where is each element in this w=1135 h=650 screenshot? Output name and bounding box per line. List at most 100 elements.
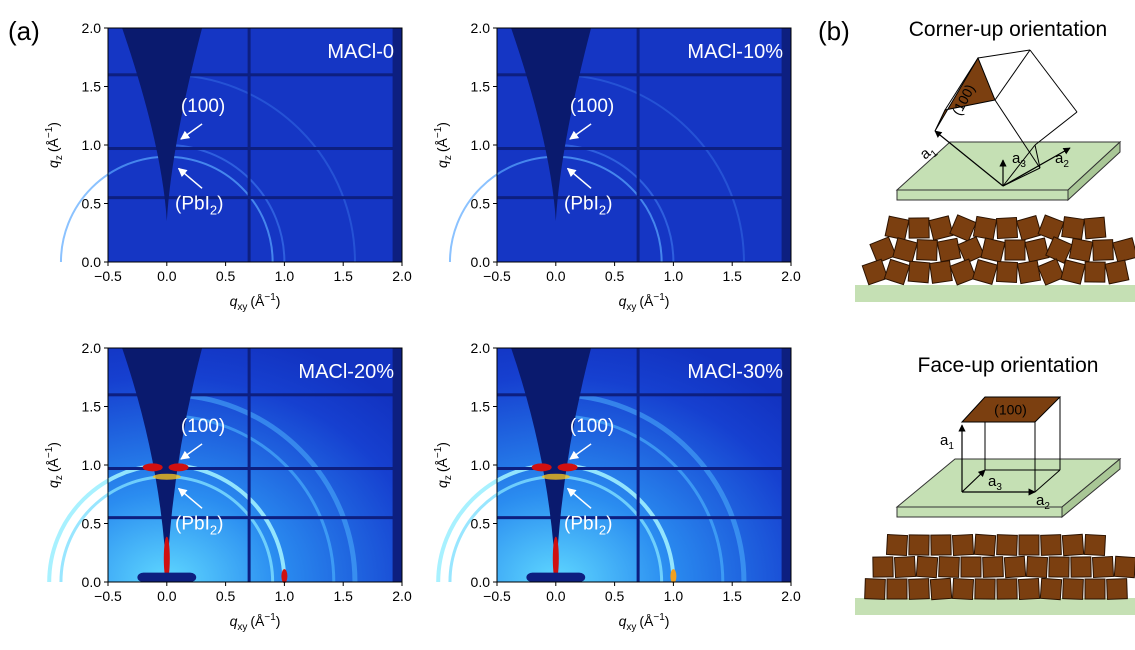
cube-edge <box>1034 144 1041 169</box>
label-text: (PbI <box>564 193 599 214</box>
peak-label: (PbI2) <box>564 513 612 537</box>
detector-gap <box>497 73 791 77</box>
y-axis-label: qz (Å−1) <box>433 442 454 488</box>
beamstop-shadow <box>511 28 592 222</box>
peak-label: (PbI2) <box>175 193 223 217</box>
x-tick-label: 1.0 <box>664 588 684 604</box>
axis-exponent: −1 <box>433 446 444 458</box>
scattering-ring <box>448 475 556 583</box>
axis-subscript: xy <box>237 302 247 313</box>
detector-gap <box>636 28 640 262</box>
axis-unit-close: ) <box>276 613 281 629</box>
x-tick-label: 1.5 <box>333 268 353 284</box>
axis-symbol: q <box>619 293 627 309</box>
axis-unit: (Å <box>250 293 265 309</box>
grain <box>929 260 953 284</box>
axis-exponent: −1 <box>653 292 665 303</box>
detector-gap <box>108 147 402 151</box>
axis-subscript: xy <box>626 302 636 313</box>
lattice-vector <box>1002 147 1071 187</box>
bragg-spot <box>142 463 163 472</box>
axis-unit: (Å <box>434 457 450 472</box>
axis-subscript: z <box>443 475 454 480</box>
facet-label: (100) <box>994 402 1027 418</box>
vector-label: a2 <box>1055 150 1069 170</box>
grain <box>996 534 1018 556</box>
y-tick-label: 0.0 <box>471 574 491 590</box>
axis-subscript: z <box>443 155 454 160</box>
grain <box>885 533 909 557</box>
detector-gap <box>108 467 402 471</box>
x-tick-label: −0.5 <box>483 268 511 284</box>
vector-subscript: 2 <box>1044 501 1050 512</box>
x-tick-label: 2.0 <box>392 268 412 284</box>
grain <box>872 556 894 578</box>
x-tick-label: 2.0 <box>392 588 412 604</box>
specular-rod <box>163 536 170 581</box>
arrow <box>566 167 592 189</box>
cube-edge <box>994 49 1031 101</box>
label-close: ) <box>606 193 612 214</box>
beamstop-shadow <box>122 348 203 582</box>
axis-unit-close: ) <box>434 442 450 447</box>
axis-subscript: xy <box>237 622 247 633</box>
label-close: ) <box>606 513 612 534</box>
grain <box>1112 237 1135 263</box>
vector-base: a <box>1012 150 1021 167</box>
y-tick-label: 1.5 <box>471 399 491 415</box>
axis-unit: (Å <box>45 137 61 152</box>
grain <box>928 215 954 241</box>
y-axis-label: qz (Å−1) <box>44 122 65 168</box>
y-tick-label: 2.0 <box>471 340 491 356</box>
peak-label: (PbI2) <box>175 513 223 537</box>
grain <box>907 260 931 284</box>
horizon-shadow <box>137 572 197 582</box>
arrow <box>569 123 592 140</box>
label-subscript: 2 <box>599 522 606 537</box>
axis-symbol: q <box>434 480 450 488</box>
x-axis-label: qxy (Å−1) <box>619 612 670 633</box>
grain <box>960 556 982 578</box>
y-tick-label: 1.5 <box>82 79 102 95</box>
grain <box>951 577 975 601</box>
scattering-ring <box>555 392 747 583</box>
grain <box>1092 239 1114 261</box>
substrate <box>855 285 1135 302</box>
detector-gap <box>392 28 402 262</box>
scattering-ring <box>555 475 664 583</box>
x-tick-label: 1.5 <box>722 588 742 604</box>
substrate <box>855 598 1135 615</box>
grain <box>908 578 930 600</box>
cube-edge <box>1002 144 1036 187</box>
cube-edge <box>977 49 1031 59</box>
grain <box>996 578 1018 600</box>
detector-gap <box>497 196 791 200</box>
scattering-ring <box>166 155 274 263</box>
scattering-ring <box>555 73 745 263</box>
x-axis-label: qxy (Å−1) <box>230 292 281 313</box>
axis-symbol: q <box>45 480 61 488</box>
bragg-spot <box>541 473 570 480</box>
grain <box>861 258 889 286</box>
grain <box>1018 534 1040 556</box>
cube-edge <box>1034 111 1078 146</box>
orientation-schematic: Corner-up orientation(100)a1 a3 a2 <box>895 18 1122 202</box>
grain <box>1040 534 1062 556</box>
arrow <box>566 487 592 509</box>
axis-unit-close: ) <box>276 293 281 309</box>
grain <box>886 578 908 600</box>
scattering-ring <box>59 155 167 263</box>
grain <box>995 216 1019 240</box>
axis-unit: (Å <box>45 457 61 472</box>
y-tick-label: 2.0 <box>471 20 491 36</box>
axis-symbol: q <box>230 613 238 629</box>
substrate-edge <box>1061 457 1121 519</box>
detector-gap <box>497 147 791 151</box>
scattering-ring <box>166 73 356 263</box>
arrow <box>569 443 592 460</box>
x-tick-label: 1.5 <box>722 268 742 284</box>
crystal-grains <box>861 214 1135 601</box>
